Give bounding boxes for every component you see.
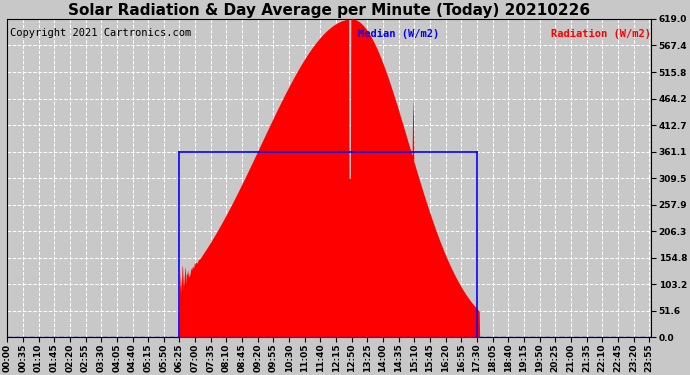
Text: Median (W/m2): Median (W/m2)	[358, 28, 440, 39]
Text: Radiation (W/m2): Radiation (W/m2)	[551, 28, 651, 39]
Text: Copyright 2021 Cartronics.com: Copyright 2021 Cartronics.com	[10, 28, 192, 39]
Title: Solar Radiation & Day Average per Minute (Today) 20210226: Solar Radiation & Day Average per Minute…	[68, 3, 590, 18]
